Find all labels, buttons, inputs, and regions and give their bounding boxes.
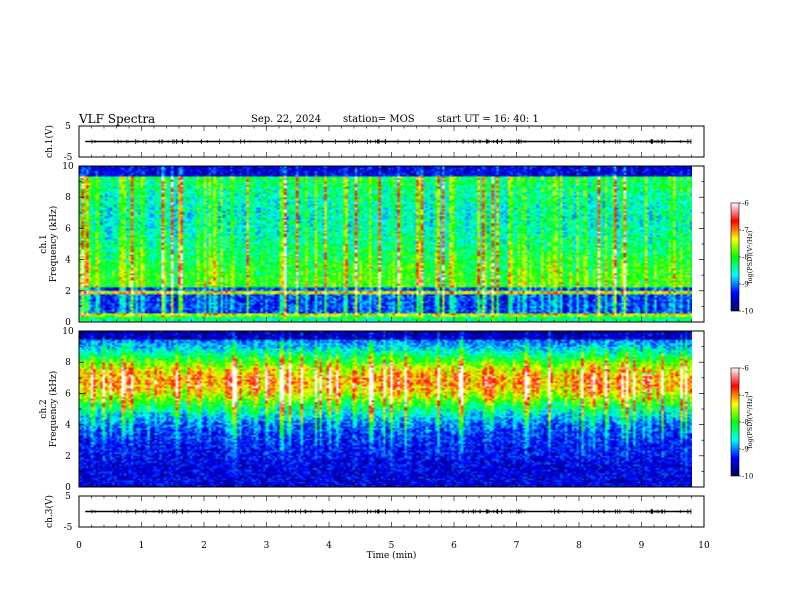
ch2-spectrogram-colorbar: [730, 367, 740, 477]
ch2-spectrogram-image: [79, 331, 692, 487]
ch1-spectrogram-colorbar: [730, 202, 740, 312]
ch1-spectrogram-ylabel-freq: Frequency (kHz): [48, 206, 59, 283]
colorbar-tick-label: -7: [742, 392, 749, 400]
ch1-spectrogram-colorbar-label: log(PSD)(V²/Hz): [746, 230, 754, 283]
chart-title: VLF Spectra: [79, 112, 156, 126]
x-axis-label: Time (min): [367, 550, 417, 561]
colorbar-tick-label: -6: [742, 200, 749, 208]
colorbar-tick-label: -7: [742, 227, 749, 235]
start-time-label: start UT = 16: 40: 1: [437, 114, 539, 125]
colorbar-tick-label: -10: [742, 308, 753, 316]
ch1-waveform-ylabel: ch.1(V): [44, 125, 55, 158]
y-tick-label: 2: [65, 287, 71, 297]
ch2-spectrogram-ylabel-freq: Frequency (kHz): [48, 371, 59, 448]
y-tick-label: 0: [65, 318, 71, 328]
x-tick-label: 10: [698, 541, 710, 551]
y-tick-label: 10: [62, 327, 74, 337]
colorbar-tick-label: -9: [742, 281, 749, 289]
x-tick-label: 9: [639, 541, 645, 551]
x-tick-label: 5: [389, 541, 395, 551]
ch1-spectrogram-image: [79, 166, 692, 322]
y-tick-label: 0: [65, 483, 71, 493]
ch2-spectrogram-ylabel: ch.2: [39, 399, 49, 418]
x-tick-label: 3: [264, 541, 270, 551]
ch1-spectrogram-ylabel: ch.1: [39, 234, 49, 253]
colorbar-tick-label: -9: [742, 446, 749, 454]
ch1-waveform-spikes: [91, 138, 692, 145]
station-label: station= MOS: [343, 114, 415, 125]
colorbar-tick-label: -10: [742, 473, 753, 481]
ch3-waveform-ylabel: ch.3(V): [44, 495, 55, 528]
y-tick-label: 6: [65, 389, 71, 399]
y-tick-label: 8: [65, 358, 71, 368]
ch2-spectrogram-colorbar-label: log(PSD)(V²/Hz): [746, 395, 754, 448]
y-tick-label: 4: [65, 256, 71, 266]
y-tick-label: 6: [65, 224, 71, 234]
x-tick-label: 8: [576, 541, 582, 551]
x-tick-label: 0: [76, 541, 82, 551]
x-tick-label: 4: [326, 541, 332, 551]
y-tick-label: -5: [64, 523, 73, 533]
date-label: Sep. 22, 2024: [251, 114, 322, 125]
y-tick-label: 8: [65, 193, 71, 203]
colorbar-tick-label: -6: [742, 365, 749, 373]
x-tick-label: 7: [514, 541, 520, 551]
colorbar-tick-label: -8: [742, 254, 749, 262]
y-tick-label: 10: [62, 162, 74, 172]
y-tick-label: 2: [65, 452, 71, 462]
y-tick-label: 4: [65, 421, 71, 431]
x-tick-label: 1: [139, 541, 145, 551]
y-tick-label: -5: [64, 153, 73, 163]
ch3-waveform-spikes: [91, 508, 692, 515]
x-tick-label: 6: [451, 541, 457, 551]
y-tick-label: 5: [65, 122, 71, 132]
colorbar-tick-label: -8: [742, 419, 749, 427]
x-tick-label: 2: [201, 541, 207, 551]
y-tick-label: 5: [65, 492, 71, 502]
